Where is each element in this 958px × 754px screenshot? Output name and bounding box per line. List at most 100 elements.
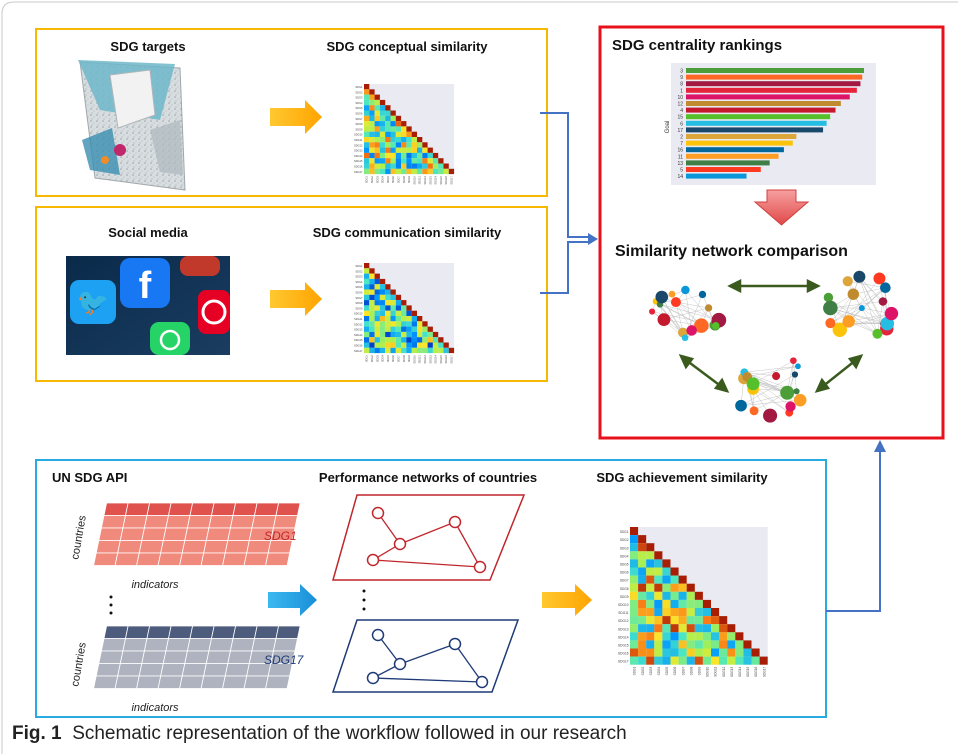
matrix-cell (374, 99, 380, 106)
matrix-cell (711, 640, 720, 649)
grid-cell (179, 675, 205, 689)
matrix-cell (719, 616, 728, 625)
matrix-col-label: SDG4 (381, 176, 385, 184)
grid-cell (103, 502, 129, 516)
matrix-col-label: SDG16 (444, 355, 448, 364)
grid-cell (119, 527, 145, 541)
grid-cell (184, 527, 210, 541)
matrix-row-label: SDG2 (355, 90, 363, 94)
matrix-cell (390, 316, 396, 322)
grid-cell (100, 638, 126, 652)
matrix-cell (379, 284, 386, 290)
network-node (842, 315, 855, 328)
matrix-cell (719, 624, 728, 633)
matrix-row-label: SDG3 (355, 96, 363, 100)
matrix-cell (443, 347, 449, 354)
arrow-api (268, 584, 317, 616)
matrix-cell (390, 300, 396, 306)
grid-cell (136, 675, 162, 689)
matrix-col-label: SDG8 (689, 666, 693, 675)
matrix-cell (630, 599, 639, 608)
matrix-cell (678, 591, 687, 600)
matrix-cell (364, 168, 370, 175)
matrix-cell (646, 632, 655, 641)
matrix-cell (369, 273, 375, 279)
matrix-col-label: SDG5 (665, 666, 669, 675)
connector-achievement-arrowhead (874, 440, 886, 452)
matrix-cell (719, 632, 728, 641)
matrix-cell (369, 294, 375, 301)
matrix-cell (638, 656, 647, 665)
matrix-cell (422, 147, 428, 153)
matrix-cell (374, 305, 380, 311)
matrix-col-label: SDG1 (365, 355, 369, 363)
matrix-cell (390, 168, 396, 175)
matrix-cell (638, 624, 647, 633)
matrix-cell (364, 337, 370, 343)
matrix-cell (662, 575, 671, 584)
matrix-cell (743, 640, 752, 649)
matrix-cell (395, 326, 402, 332)
matrix-cell (364, 94, 370, 100)
grid-cell (189, 625, 215, 639)
performance-network-sdg17 (331, 619, 520, 693)
matrix-cell (438, 168, 444, 175)
network-node (823, 292, 834, 303)
network-node (884, 306, 899, 321)
matrix-col-label: SDG10 (706, 666, 710, 677)
matrix-cell (662, 559, 671, 568)
matrix-col-label: SDG1 (633, 666, 637, 675)
matrix-col-label: SDG8 (402, 355, 406, 363)
matrix-cell (654, 551, 663, 560)
matrix-cell (686, 616, 695, 625)
arrow-targets (270, 100, 322, 134)
matrix-cell (406, 131, 412, 137)
network-edge (830, 307, 862, 324)
matrix-cell (630, 632, 639, 641)
matrix-cell (411, 168, 417, 175)
matrix-cell (448, 168, 455, 175)
matrix-cell (406, 321, 412, 327)
matrix-cell (374, 110, 380, 116)
network-edge (675, 302, 684, 333)
matrix-cell (630, 591, 639, 600)
network-node (873, 272, 886, 285)
grid-cell (160, 540, 186, 554)
matrix-cell (432, 152, 439, 159)
network-comparison-arrows (678, 278, 864, 393)
connector-social (540, 241, 592, 294)
matrix-cell (374, 337, 380, 343)
matrix-cell (401, 347, 407, 354)
matrix-cell (379, 278, 386, 285)
ranking-bar (686, 134, 797, 139)
matrix-cell (654, 583, 663, 592)
matrix-row-label: SDG17 (354, 349, 363, 353)
matrix-cell (390, 110, 396, 116)
matrix-cell (385, 305, 391, 311)
grid-cell (222, 552, 248, 566)
matrix-cell (411, 152, 417, 159)
matrix-cell (379, 99, 386, 106)
network-edge (663, 307, 709, 320)
matrix-cell (735, 632, 744, 641)
network-edge (752, 360, 794, 385)
matrix-cell (406, 142, 412, 148)
matrix-cell (646, 583, 655, 592)
matrix-cell (411, 347, 417, 354)
network-node (746, 377, 760, 391)
title-communication-similarity: SDG communication similarity (313, 225, 502, 240)
matrix-cell (395, 121, 402, 127)
grid-cell (143, 515, 169, 529)
grid-cell (265, 552, 291, 566)
matrix-cell (727, 648, 736, 657)
matrix-cell (390, 158, 396, 164)
grid-cell (114, 675, 140, 689)
matrix-row-label: SDG11 (618, 611, 628, 615)
matrix-cell (390, 342, 396, 348)
matrix-cell (417, 342, 423, 348)
network-edge (830, 294, 854, 324)
social-media-app-icons-image: 🐦 f (66, 256, 230, 355)
title-achievement-similarity: SDG achievement similarity (596, 470, 768, 485)
matrix-cell (638, 575, 647, 584)
matrix-cell (417, 337, 423, 343)
